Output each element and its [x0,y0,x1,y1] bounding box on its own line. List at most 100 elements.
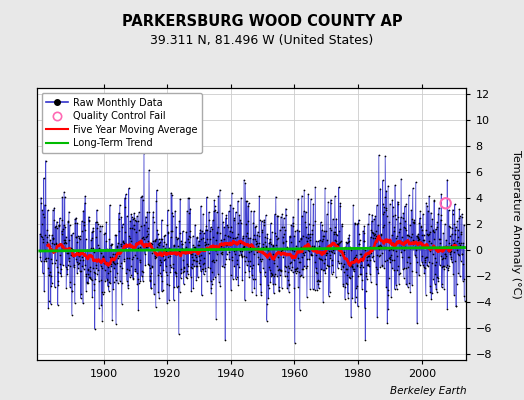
Point [51,248,59,254]
Point [243,218,252,224]
Point [100,289,108,295]
Point [126,218,134,224]
Point [42,255,50,261]
Point [357,262,365,268]
Point [107,261,115,267]
Point [141,242,149,248]
Point [68,311,76,318]
Point [375,246,383,252]
Point [81,226,89,233]
Point [139,240,148,247]
Point [204,250,213,256]
Point [288,247,296,254]
Point [234,230,242,237]
Point [235,264,243,270]
Point [115,202,124,208]
Point [265,284,273,291]
Point [410,237,418,244]
Point [57,266,65,272]
Point [168,192,176,198]
Point [417,224,425,230]
Point [453,218,462,224]
Point [330,250,339,256]
Point [37,199,46,206]
Point [232,247,241,254]
Point [138,192,146,199]
Point [76,236,84,242]
Point [189,285,198,291]
Point [451,231,460,238]
Point [83,267,92,274]
Point [247,272,256,278]
Point [435,247,443,254]
Point [65,255,73,261]
Point [36,254,45,260]
Point [339,264,347,270]
Point [46,237,54,244]
Point [92,234,100,240]
Point [143,233,151,240]
Point [438,264,446,270]
Point [340,249,348,256]
Point [74,265,82,271]
Point [70,281,79,287]
Point [186,205,194,212]
Point [104,288,113,294]
Point [125,254,133,261]
Point [343,290,352,296]
Point [249,251,258,258]
Point [134,218,142,224]
Point [436,236,444,242]
Point [212,247,221,253]
Point [356,251,364,257]
Point [244,235,253,241]
Point [97,223,106,230]
Point [113,243,122,249]
Point [209,234,217,240]
Point [100,260,108,266]
Point [178,245,187,251]
Point [350,257,358,264]
Point [232,209,240,215]
Point [158,287,167,293]
Point [331,224,339,230]
Point [262,250,270,257]
Point [307,251,315,257]
Point [417,241,425,247]
Point [121,195,129,201]
Point [216,283,225,289]
Point [88,277,96,283]
Point [444,222,453,229]
Point [308,227,316,234]
Point [193,258,201,265]
Y-axis label: Temperature Anomaly (°C): Temperature Anomaly (°C) [511,150,521,298]
Point [293,264,301,271]
Point [311,217,319,224]
Point [64,219,72,226]
Point [302,264,310,271]
Point [422,254,430,260]
Point [424,208,432,214]
Point [326,254,334,261]
Point [403,254,412,260]
Point [82,288,90,294]
Point [434,247,442,254]
Point [199,260,207,267]
Point [219,210,227,216]
Point [440,266,448,272]
Point [168,209,177,216]
Point [57,273,66,280]
Point [238,252,246,259]
Point [376,264,384,270]
Point [259,245,267,252]
Point [224,245,233,252]
Point [333,232,341,238]
Point [411,179,420,185]
Point [422,231,431,238]
Point [71,234,80,240]
Point [438,284,446,290]
Point [43,254,52,261]
Point [117,241,125,247]
Point [96,262,105,269]
Point [111,232,119,238]
